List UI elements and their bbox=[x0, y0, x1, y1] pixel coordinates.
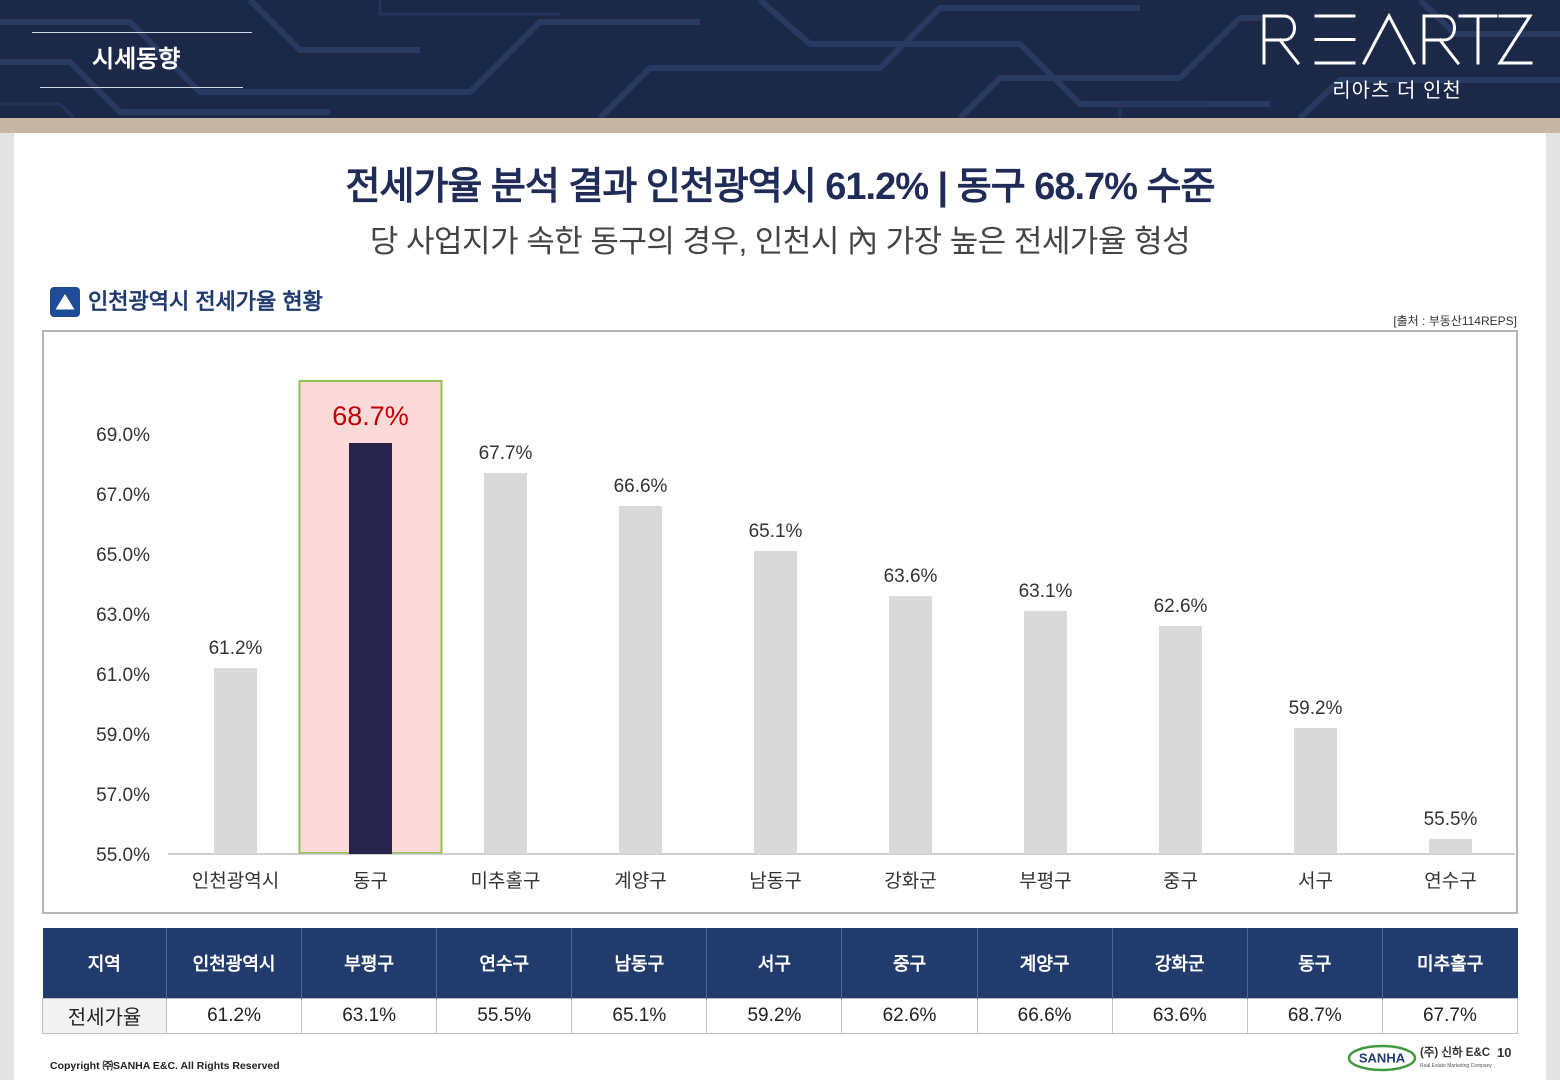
table-header-cell: 미추홀구 bbox=[1382, 928, 1518, 998]
table-cell: 67.7% bbox=[1381, 997, 1519, 1034]
table-cell: 66.6% bbox=[976, 997, 1113, 1034]
table-cell: 55.5% bbox=[436, 997, 573, 1034]
category-label: 인천광역시 bbox=[192, 870, 279, 892]
headline-title: 전세가율 분석 결과 인천광역시 61.2% | 동구 68.7% 수준 bbox=[345, 166, 1216, 208]
category-label: 미추홀구 bbox=[471, 870, 541, 892]
table-header-cell: 계양구 bbox=[977, 928, 1113, 998]
table-row-label: 전세가율 bbox=[42, 997, 167, 1034]
table-header-cell: 동구 bbox=[1247, 928, 1383, 998]
table-cell: 62.6% bbox=[841, 997, 978, 1034]
table-header-cell: 서구 bbox=[706, 928, 843, 998]
table-header-cell: 인천광역시 bbox=[166, 928, 303, 998]
bar-value-label: 63.1% bbox=[1019, 581, 1073, 602]
bar-value-label: 65.1% bbox=[749, 521, 803, 542]
source-note: [출처 : 부동산114REPS] bbox=[1393, 314, 1517, 328]
chart-bar bbox=[1294, 728, 1337, 854]
y-tick-label: 57.0% bbox=[96, 785, 150, 806]
table-row: 전세가율 61.2% 63.1% 55.5% 65.1% 59.2% 62.6%… bbox=[42, 997, 1519, 1034]
y-tick-label: 55.0% bbox=[96, 845, 150, 866]
table-cell: 68.7% bbox=[1246, 997, 1383, 1034]
category-label: 남동구 bbox=[749, 870, 801, 892]
y-tick-label: 69.0% bbox=[96, 425, 150, 446]
bar-chart: 69.0% 67.0% 65.0% 63.0% 61.0% 59.0% 57.0% 55.0%… bbox=[96, 380, 1515, 892]
company-logo-text: SANHA bbox=[1359, 1051, 1406, 1066]
company-tagline: Real Estate Marketing Company bbox=[1420, 1063, 1492, 1069]
rate-table: 지역 인천광역시 부평구 연수구 남동구 서구 중구 계양구 강화군 동구 미추… bbox=[42, 928, 1519, 1034]
chart-bar bbox=[1429, 839, 1472, 854]
chart-title: 인천광역시 전세가율 현황 bbox=[88, 289, 323, 314]
category-label: 계양구 bbox=[614, 870, 666, 892]
bar-value-label: 62.6% bbox=[1154, 596, 1208, 617]
category-label: 중구 bbox=[1163, 871, 1198, 892]
y-tick-label: 67.0% bbox=[96, 485, 150, 506]
triangle-up-icon bbox=[50, 287, 80, 317]
bar-value-label: 66.6% bbox=[614, 476, 668, 497]
highlighted-value-label: 68.7% bbox=[332, 401, 409, 431]
table-header-cell: 연수구 bbox=[436, 928, 573, 998]
company-logo: SANHA bbox=[1347, 1044, 1417, 1072]
table-header-cell: 강화군 bbox=[1112, 928, 1248, 998]
table-cell: 61.2% bbox=[165, 997, 303, 1034]
table-header-cell: 남동구 bbox=[571, 928, 708, 998]
bar-value-label: 67.7% bbox=[479, 443, 533, 464]
y-tick-label: 61.0% bbox=[96, 665, 150, 686]
bar-value-label: 55.5% bbox=[1424, 809, 1478, 830]
table-cell: 59.2% bbox=[706, 997, 843, 1034]
chart-bar bbox=[214, 668, 257, 854]
category-label: 강화군 bbox=[884, 870, 936, 892]
chart-bar bbox=[619, 506, 662, 854]
table-header-cell: 중구 bbox=[841, 928, 978, 998]
header-stripe bbox=[0, 118, 1560, 133]
section-title-bottom-rule bbox=[40, 87, 243, 88]
table-cell: 63.1% bbox=[301, 997, 438, 1034]
page-section-title: 시세동향 bbox=[92, 46, 181, 73]
headline-subtitle: 당 사업지가 속한 동구의 경우, 인천시 內 가장 높은 전세가율 형성 bbox=[369, 224, 1191, 259]
page-number: 10 bbox=[1497, 1045, 1512, 1060]
chart-bar bbox=[889, 596, 932, 854]
category-label: 서구 bbox=[1298, 870, 1333, 892]
category-label: 동구 bbox=[353, 871, 388, 892]
table-cell: 65.1% bbox=[571, 997, 708, 1034]
copyright-text: Copyright ㈜SANHA E&C. All Rights Reserve… bbox=[50, 1060, 280, 1072]
company-name: (주) 신하 E&C bbox=[1420, 1047, 1491, 1059]
bar-value-label: 59.2% bbox=[1289, 698, 1343, 719]
y-tick-label: 65.0% bbox=[96, 545, 150, 566]
chart-bar bbox=[1024, 611, 1067, 854]
category-label: 부평구 bbox=[1019, 870, 1071, 892]
table-header-cell: 부평구 bbox=[301, 928, 438, 998]
category-label: 연수구 bbox=[1424, 870, 1476, 892]
chart-bar bbox=[754, 551, 797, 854]
y-tick-label: 63.0% bbox=[96, 605, 150, 626]
y-tick-label: 59.0% bbox=[96, 725, 150, 746]
brand-name: 리아츠 더 인천 bbox=[1332, 80, 1462, 102]
chart-frame: 69.0% 67.0% 65.0% 63.0% 61.0% 59.0% 57.0% 55.0%… bbox=[42, 330, 1518, 914]
bar-value-label: 63.6% bbox=[884, 566, 938, 587]
table-cell: 63.6% bbox=[1111, 997, 1248, 1034]
chart-bar bbox=[484, 473, 527, 854]
section-title-top-rule bbox=[32, 32, 252, 33]
header-bar bbox=[0, 0, 1560, 118]
chart-bar bbox=[1159, 626, 1202, 854]
table-header-row: 지역 인천광역시 부평구 연수구 남동구 서구 중구 계양구 강화군 동구 미추… bbox=[42, 928, 1518, 998]
bar-value-label: 61.2% bbox=[209, 638, 263, 659]
table-header-cell: 지역 bbox=[42, 928, 167, 998]
brand-logo bbox=[1262, 12, 1533, 66]
highlighted-bar bbox=[349, 443, 392, 854]
